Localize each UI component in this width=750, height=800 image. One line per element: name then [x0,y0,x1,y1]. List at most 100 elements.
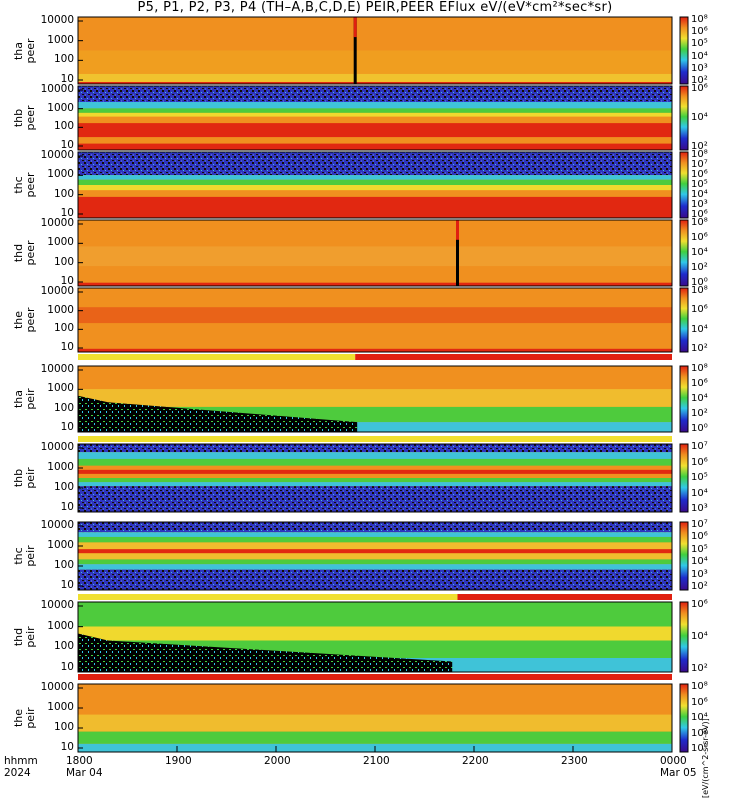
panel-thb-peir [77,443,689,513]
heatmap-band [78,307,672,324]
heatmap-band [78,366,672,390]
mode-bar-left [78,594,458,600]
ytick-label: 1000 [47,701,74,713]
ytick-label: 100 [53,401,74,414]
heatmap-band [78,17,672,51]
colorbar [679,219,689,287]
ytick-label: 10000 [40,149,74,161]
panel-thd-peir [77,601,689,673]
ytick-label: 100 [53,559,74,571]
colorbar-tick-label: 10⁶ [691,304,708,316]
heatmap-band [78,478,672,483]
heatmap-band [78,465,672,470]
xtick-label: 2200 [462,755,489,767]
heatmap-band [78,714,672,732]
xtick-sublabel: Mar 05 [660,767,697,779]
heatmap-band [78,123,672,138]
heatmap-dropout [78,633,453,672]
ytick-label: 1000 [47,303,74,316]
heatmap-band [78,532,672,537]
xtick-label: 0000 [660,755,687,767]
heatmap-band [78,143,672,150]
xtick-label: 2300 [561,755,588,767]
colorbar-tick-label: 10² [691,141,708,152]
heatmap-band [78,549,672,554]
heatmap-band [78,137,672,144]
heatmap-band [78,266,672,283]
ytick-label: 1000 [47,539,74,551]
heatmap-band [78,102,672,109]
ytick-label: 10 [60,275,74,287]
colorbar-tick-label: 10² [691,408,708,419]
heatmap-band [78,73,672,82]
panel-frame [77,16,673,85]
ytick-label: 100 [53,53,74,66]
colorbar-tick-label: 10⁶ [691,209,708,220]
panel-thd-peer [77,219,689,287]
colorbar [679,443,689,513]
ytick-label: 10 [60,139,74,151]
panel-thc-peer [77,151,689,219]
ytick-label: 10 [60,501,74,513]
colorbar-tick-label: 10² [691,75,708,86]
colorbar-tick-label: 10² [691,581,708,592]
panel-frame [77,219,673,287]
ytick-label: 10 [60,579,74,591]
heatmap-band [78,282,672,286]
heatmap-band [78,473,672,478]
ytick-label: 10 [60,341,74,353]
colorbar-tick-label: 10³ [691,62,708,74]
ytick-label: 10 [60,207,74,219]
heatmap-band [78,626,672,641]
heatmap-band [78,152,672,176]
panel-ylabel: tha peer [12,37,37,64]
panel-ylabel: thc peer [12,172,37,198]
panel-ylabel: the peer [12,307,37,333]
chart-title: P5, P1, P2, P3, P4 (TH–A,B,C,D,E) PEIR,P… [137,0,613,15]
heatmap-band [78,559,672,565]
heatmap-band [78,452,672,459]
mode-bar-left [78,354,356,360]
heatmap-band [78,389,672,407]
heatmap-dropout [78,395,358,432]
ytick-label: 10000 [40,285,74,297]
colorbar-tick-label: 10⁴ [691,556,708,568]
heatmap-band [78,112,672,117]
ytick-label: 10000 [40,363,74,375]
colorbar-tick-label: 10⁷ [691,441,708,452]
ytick-label: 10 [60,73,74,85]
data-gap-line [353,17,357,84]
colorbar [679,85,689,151]
colorbar-tick-label: 10⁶ [691,232,708,243]
colorbar-tick-label: 10⁰ [691,423,708,434]
heatmap-band [78,458,672,466]
colorbar [679,287,689,353]
heatmap-band [78,553,672,560]
heatmap-band [78,348,672,352]
panel-ylabel: thb peir [12,467,37,489]
panel-frame [77,443,673,513]
colorbar-tick-label: 10⁵ [691,38,708,50]
colorbar-tick-label: 10² [691,262,708,273]
ytick-label: 100 [53,640,74,653]
heatmap-band [78,522,672,533]
ytick-label: 10 [60,741,74,753]
colorbar-tick-label: 10⁸ [691,14,708,25]
panel-ylabel: thd peir [12,626,37,648]
colorbar [679,16,689,85]
colorbar-tick-label: 10⁴ [691,189,708,200]
ytick-label: 1000 [47,461,74,473]
heatmap-band [78,536,672,543]
colorbar [679,365,689,433]
heatmap-band [78,564,672,570]
colorbar-tick-label: 10⁶ [691,169,708,180]
ytick-label: 100 [53,322,74,335]
colorbar-tick-label: 10⁷ [691,159,708,170]
ytick-label: 100 [53,721,74,733]
x-corner-label-year: 2024 [4,767,31,779]
panel-frame [77,521,673,591]
ytick-label: 10 [60,421,74,433]
colorbar-tick-label: 10⁵ [691,543,708,555]
colorbar-tick-label: 10⁶ [691,531,708,543]
